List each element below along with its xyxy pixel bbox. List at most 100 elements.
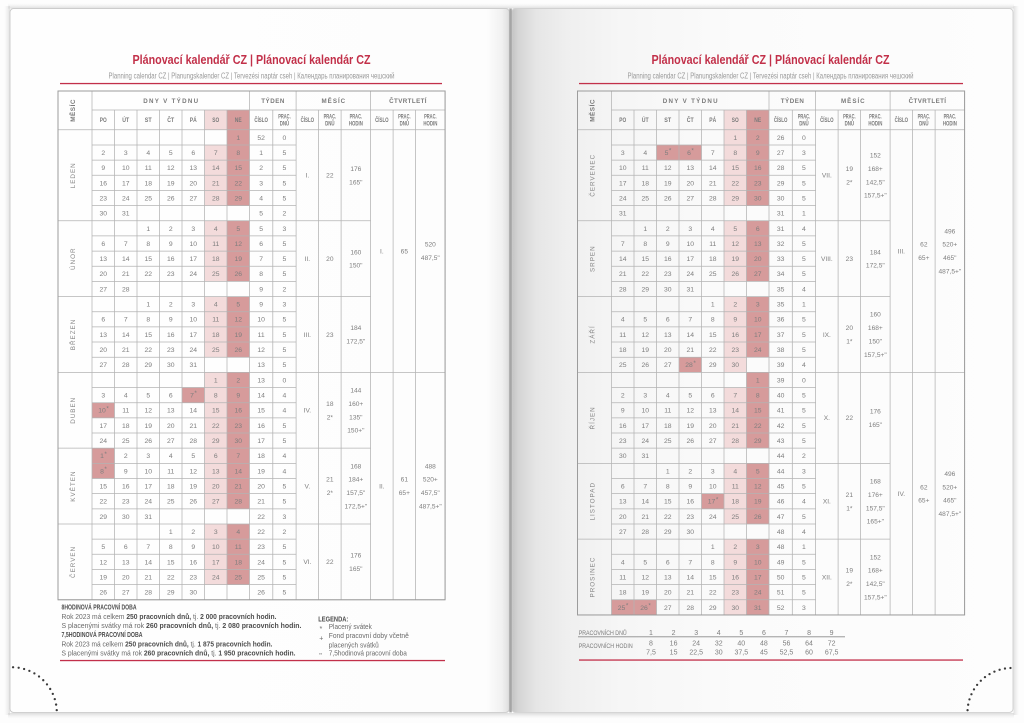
svg-text:23: 23 <box>234 423 242 430</box>
svg-text:165": 165" <box>869 422 883 429</box>
svg-text:Rok 2023 má celkem 250 pracovn: Rok 2023 má celkem 250 pracovních dnů, t… <box>62 639 273 648</box>
svg-text:22: 22 <box>144 271 152 278</box>
svg-text:5: 5 <box>802 559 806 566</box>
svg-text:3: 3 <box>694 630 698 637</box>
svg-text:13: 13 <box>189 165 197 172</box>
svg-text:44: 44 <box>777 468 785 475</box>
svg-text:25: 25 <box>212 271 220 278</box>
svg-text:11: 11 <box>145 165 152 172</box>
svg-text:28: 28 <box>685 362 693 369</box>
svg-text:12: 12 <box>641 574 649 581</box>
svg-text:18: 18 <box>257 453 265 460</box>
svg-text:520+: 520+ <box>423 477 438 484</box>
svg-text:7: 7 <box>711 150 715 157</box>
svg-text:12: 12 <box>257 347 265 354</box>
svg-text:52,5: 52,5 <box>780 650 794 657</box>
svg-text:DNŮ: DNŮ <box>325 120 335 128</box>
svg-text:24: 24 <box>686 271 694 278</box>
svg-text:PRACOVNÍCH HODIN: PRACOVNÍCH HODIN <box>579 641 633 650</box>
svg-text:19: 19 <box>144 423 152 430</box>
svg-text:8: 8 <box>807 630 811 637</box>
svg-text:*: * <box>104 451 107 458</box>
svg-text:20: 20 <box>686 180 694 187</box>
svg-text:6: 6 <box>101 317 105 324</box>
svg-text:7,5HODINOVÁ PRACOVNÍ DOBA: 7,5HODINOVÁ PRACOVNÍ DOBA <box>62 630 143 639</box>
svg-text:S placenými svátky má rok 260: S placenými svátky má rok 260 pracovních… <box>62 621 302 630</box>
svg-text:HODIN: HODIN <box>423 122 437 128</box>
svg-text:S placenými svátky má rok 260: S placenými svátky má rok 260 pracovních… <box>62 649 296 658</box>
svg-text:23: 23 <box>846 256 854 263</box>
svg-text:22: 22 <box>709 347 717 354</box>
svg-text:13: 13 <box>99 256 107 263</box>
svg-text:152: 152 <box>870 554 881 561</box>
svg-text:21: 21 <box>619 271 627 278</box>
svg-text:496: 496 <box>944 228 955 235</box>
svg-text:2*: 2* <box>327 490 334 497</box>
svg-text:62: 62 <box>920 484 928 491</box>
svg-text:DUBEN: DUBEN <box>70 397 77 424</box>
svg-text:3: 3 <box>756 544 760 551</box>
svg-text:27: 27 <box>777 150 785 157</box>
svg-text:XII.: XII. <box>822 574 832 581</box>
svg-text:24: 24 <box>641 438 649 445</box>
svg-text:18: 18 <box>619 590 627 597</box>
svg-text:2: 2 <box>733 544 737 551</box>
svg-text:5: 5 <box>283 423 287 430</box>
svg-text:LEGENDA:: LEGENDA: <box>318 615 348 624</box>
svg-text:23: 23 <box>664 271 672 278</box>
svg-text:1*: 1* <box>846 505 853 512</box>
svg-text:*: * <box>669 148 672 155</box>
svg-text:12: 12 <box>664 165 672 172</box>
svg-text:26: 26 <box>257 590 265 597</box>
svg-text:150": 150" <box>349 263 363 270</box>
svg-text:5: 5 <box>739 630 743 637</box>
svg-text:10: 10 <box>754 559 762 566</box>
svg-text:165": 165" <box>349 179 363 186</box>
svg-text:168: 168 <box>350 463 361 470</box>
svg-text:176+: 176+ <box>868 492 883 499</box>
svg-text:5: 5 <box>283 483 287 490</box>
svg-text:8: 8 <box>169 544 173 551</box>
svg-text:28: 28 <box>122 362 130 369</box>
svg-text:16: 16 <box>189 559 197 566</box>
svg-text:7: 7 <box>785 630 789 637</box>
svg-text:16: 16 <box>167 256 175 263</box>
svg-text:5: 5 <box>802 241 806 248</box>
svg-text:28: 28 <box>234 499 242 506</box>
svg-text:39: 39 <box>777 377 785 384</box>
svg-text:22: 22 <box>99 499 107 506</box>
svg-text:22,5: 22,5 <box>689 650 703 657</box>
svg-text:4: 4 <box>802 529 806 536</box>
svg-text:ŘÍJEN: ŘÍJEN <box>588 406 597 429</box>
svg-text:ČÍSLO: ČÍSLO <box>820 116 834 124</box>
svg-text:20: 20 <box>846 325 854 332</box>
svg-text:4: 4 <box>283 468 287 475</box>
svg-text:12: 12 <box>189 468 197 475</box>
svg-text:5: 5 <box>688 393 692 400</box>
svg-text:29: 29 <box>709 605 717 612</box>
svg-text:41: 41 <box>777 408 785 415</box>
svg-text:4: 4 <box>283 393 287 400</box>
svg-text:21: 21 <box>234 483 242 490</box>
svg-text:12: 12 <box>686 408 694 415</box>
svg-text:5: 5 <box>756 468 760 475</box>
svg-text:18: 18 <box>709 256 717 263</box>
svg-text:2: 2 <box>191 529 195 536</box>
svg-text:1: 1 <box>711 544 715 551</box>
svg-text:ČÍSLO: ČÍSLO <box>895 116 909 124</box>
svg-text:4: 4 <box>214 302 218 309</box>
svg-text:520+: 520+ <box>942 242 957 249</box>
svg-text:28: 28 <box>619 286 627 293</box>
svg-text:19: 19 <box>664 180 672 187</box>
svg-text:28: 28 <box>189 438 197 445</box>
svg-text:18: 18 <box>234 559 242 566</box>
svg-text:5: 5 <box>643 317 647 324</box>
svg-text:3: 3 <box>643 393 647 400</box>
svg-text:HODIN: HODIN <box>349 122 363 128</box>
svg-text:I.: I. <box>306 173 310 180</box>
svg-text:12: 12 <box>234 241 242 248</box>
svg-text:14: 14 <box>189 408 197 415</box>
svg-text:36: 36 <box>777 317 785 324</box>
svg-text:465": 465" <box>943 498 957 505</box>
svg-text:10: 10 <box>754 317 762 324</box>
